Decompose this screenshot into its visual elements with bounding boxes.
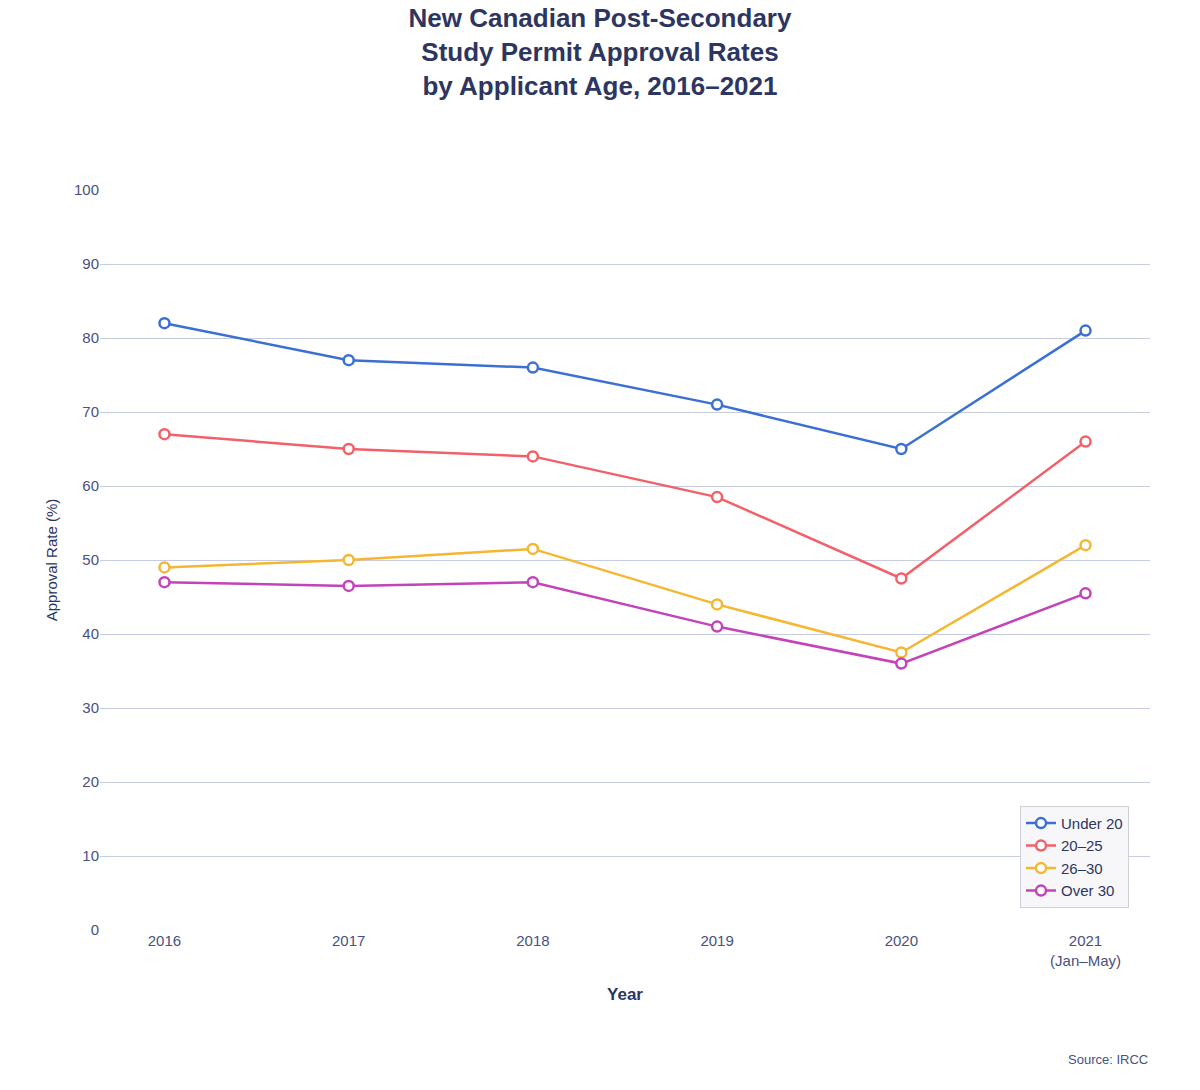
- svg-text:50: 50: [82, 551, 99, 568]
- svg-text:Year: Year: [607, 985, 643, 1004]
- svg-text:2017: 2017: [332, 932, 365, 949]
- svg-text:40: 40: [82, 625, 99, 642]
- svg-text:30: 30: [82, 699, 99, 716]
- svg-text:26–30: 26–30: [1061, 860, 1103, 877]
- svg-text:2019: 2019: [700, 932, 733, 949]
- svg-text:2016: 2016: [148, 932, 181, 949]
- svg-text:2020: 2020: [885, 932, 918, 949]
- svg-text:100: 100: [74, 181, 99, 198]
- svg-text:20: 20: [82, 773, 99, 790]
- svg-text:2018: 2018: [516, 932, 549, 949]
- svg-text:10: 10: [82, 847, 99, 864]
- svg-text:90: 90: [82, 255, 99, 272]
- svg-text:2021(Jan–May): 2021(Jan–May): [1050, 932, 1121, 969]
- svg-text:Under 20: Under 20: [1061, 815, 1123, 832]
- svg-text:70: 70: [82, 403, 99, 420]
- svg-text:60: 60: [82, 477, 99, 494]
- svg-text:Source: IRCC: Source: IRCC: [1068, 1052, 1148, 1067]
- svg-text:80: 80: [82, 329, 99, 346]
- svg-text:Over 30: Over 30: [1061, 882, 1114, 899]
- svg-text:0: 0: [91, 921, 99, 938]
- svg-text:Approval Rate (%): Approval Rate (%): [43, 499, 60, 622]
- svg-text:New Canadian Post-SecondaryStu: New Canadian Post-SecondaryStudy Permit …: [409, 3, 792, 101]
- svg-text:20–25: 20–25: [1061, 837, 1103, 854]
